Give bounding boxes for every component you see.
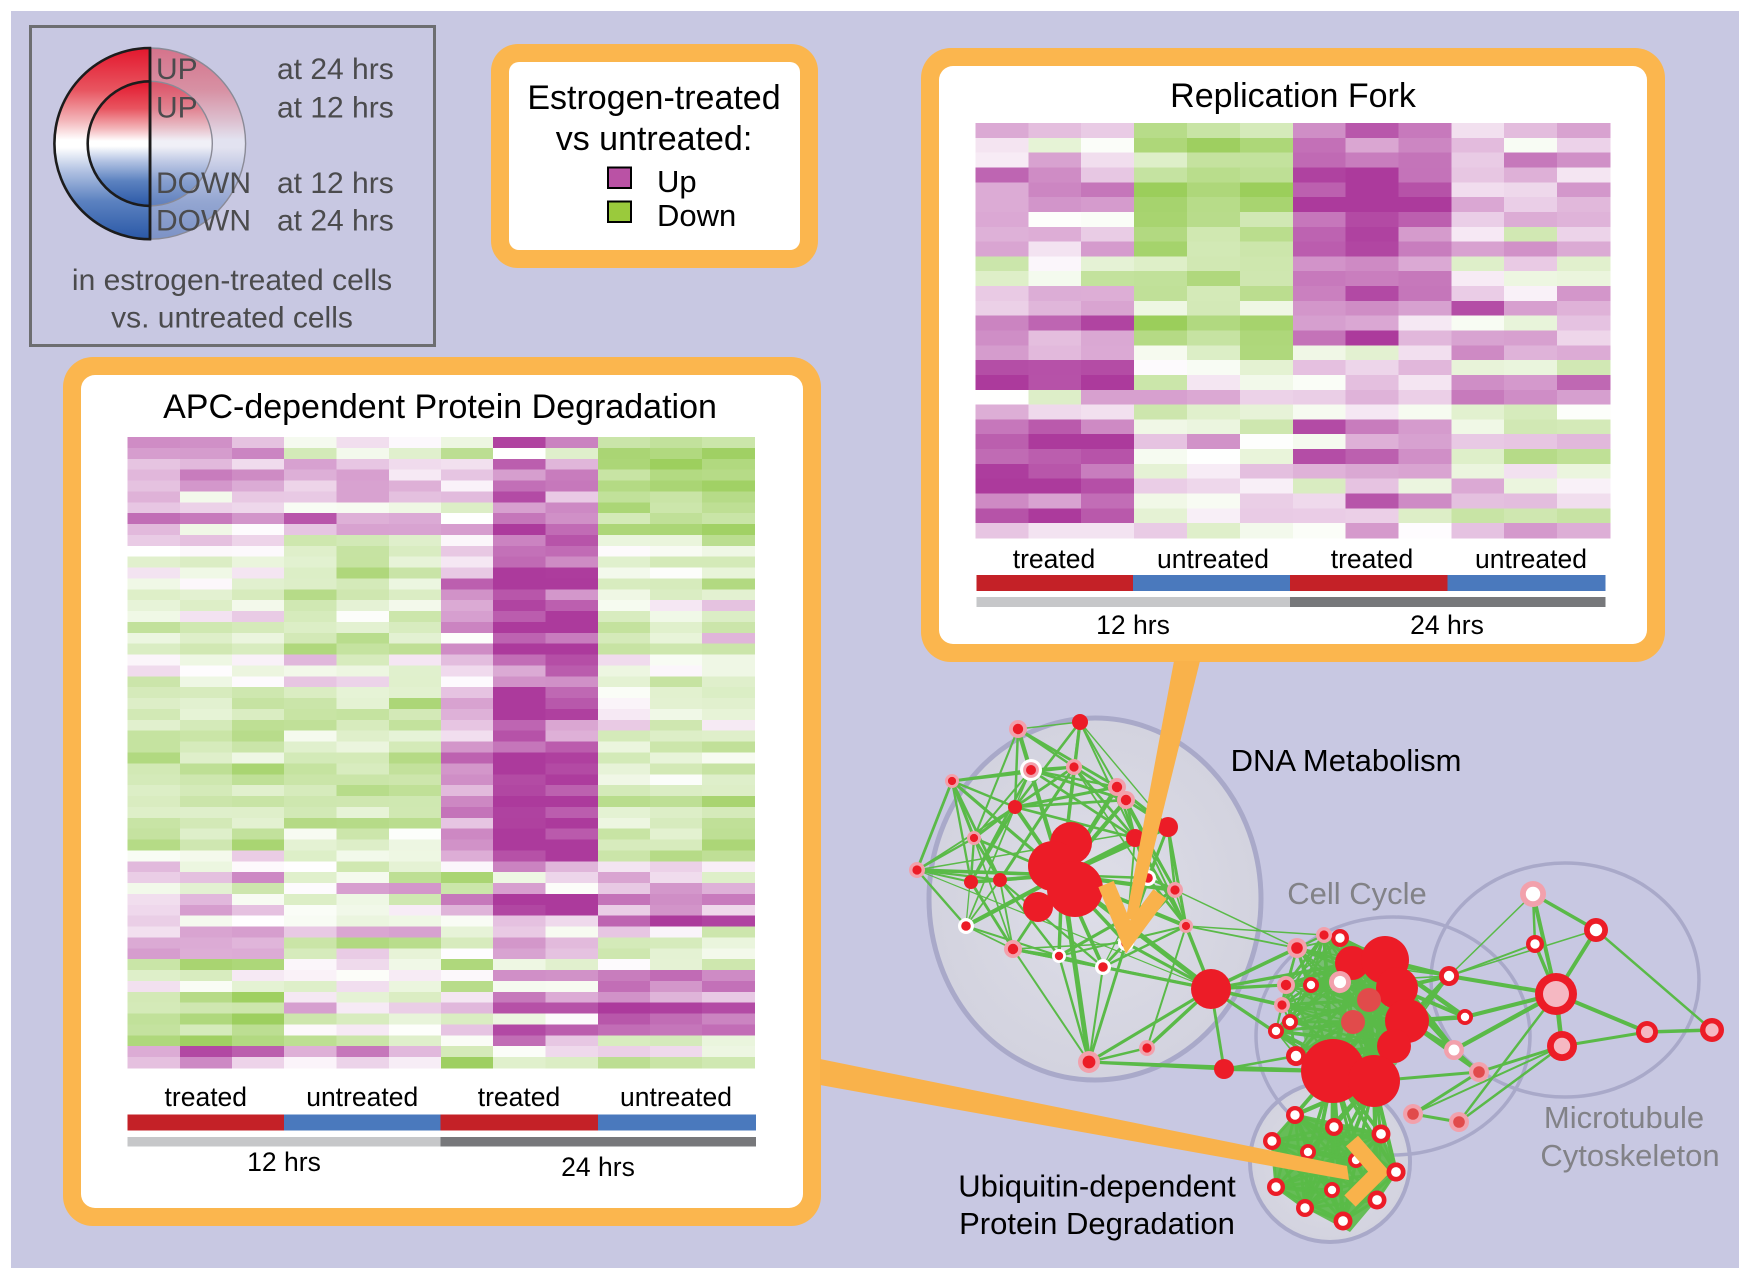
- svg-text:vs. untreated cells: vs. untreated cells: [111, 302, 353, 335]
- svg-text:Up: Up: [657, 164, 697, 199]
- svg-text:at 24 hrs: at 24 hrs: [277, 205, 394, 238]
- svg-text:untreated: untreated: [306, 1082, 418, 1112]
- svg-text:in estrogen-treated cells: in estrogen-treated cells: [72, 264, 392, 297]
- svg-text:Cytoskeleton: Cytoskeleton: [1540, 1138, 1719, 1173]
- svg-text:at 12 hrs: at 12 hrs: [277, 92, 394, 125]
- svg-text:12 hrs: 12 hrs: [247, 1147, 321, 1177]
- svg-text:Replication Fork: Replication Fork: [1170, 77, 1417, 115]
- svg-text:DOWN: DOWN: [156, 205, 251, 238]
- svg-text:24 hrs: 24 hrs: [561, 1152, 635, 1182]
- svg-text:treated: treated: [165, 1082, 248, 1112]
- svg-text:UP: UP: [156, 53, 198, 86]
- svg-text:vs untreated:: vs untreated:: [556, 120, 753, 158]
- svg-text:UP: UP: [156, 92, 198, 125]
- svg-text:DOWN: DOWN: [156, 167, 251, 200]
- svg-text:untreated: untreated: [620, 1082, 732, 1112]
- svg-text:treated: treated: [478, 1082, 561, 1112]
- svg-text:Microtubule: Microtubule: [1544, 1100, 1704, 1135]
- svg-text:Cell Cycle: Cell Cycle: [1287, 876, 1427, 911]
- svg-text:treated: treated: [1331, 544, 1414, 574]
- svg-text:treated: treated: [1013, 544, 1096, 574]
- svg-text:Estrogen-treated: Estrogen-treated: [527, 79, 780, 117]
- svg-text:DNA Metabolism: DNA Metabolism: [1231, 743, 1462, 778]
- svg-text:at 24 hrs: at 24 hrs: [277, 53, 394, 86]
- svg-text:Ubiquitin-dependent: Ubiquitin-dependent: [958, 1169, 1236, 1204]
- svg-text:APC-dependent Protein Degradat: APC-dependent Protein Degradation: [163, 388, 717, 426]
- svg-text:Down: Down: [657, 198, 736, 233]
- svg-text:at 12 hrs: at 12 hrs: [277, 167, 394, 200]
- svg-text:untreated: untreated: [1157, 544, 1269, 574]
- svg-text:12 hrs: 12 hrs: [1096, 610, 1170, 640]
- svg-text:Protein Degradation: Protein Degradation: [959, 1206, 1235, 1241]
- svg-text:24 hrs: 24 hrs: [1410, 610, 1484, 640]
- svg-text:untreated: untreated: [1475, 544, 1587, 574]
